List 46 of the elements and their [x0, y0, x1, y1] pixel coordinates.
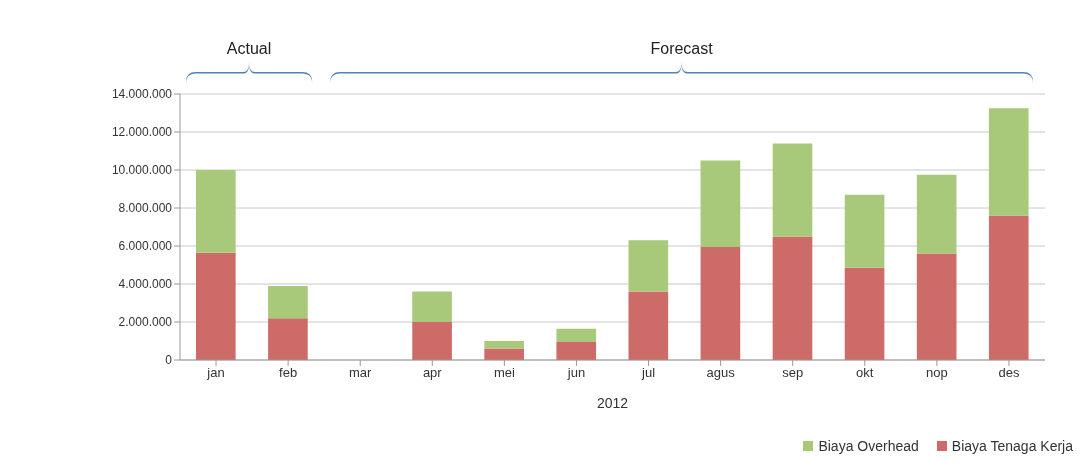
legend-label: Biaya Overhead: [817, 438, 919, 454]
x-tick-label: okt: [856, 365, 874, 381]
bar: [772, 143, 813, 237]
y-tick-label: 0: [165, 353, 173, 368]
bar: [844, 267, 885, 360]
y-tick-label: 10.000.000: [111, 163, 173, 178]
x-tick-label: jan: [206, 365, 225, 381]
x-tick-label: mar: [349, 365, 373, 381]
x-tick-label: jul: [641, 365, 656, 381]
bar: [556, 341, 597, 360]
x-tick-label: mei: [493, 365, 515, 381]
x-tick-label: apr: [422, 365, 443, 381]
y-tick-label: 6.000.000: [118, 239, 173, 254]
bar: [916, 253, 957, 360]
bar: [268, 318, 308, 360]
bar: [988, 108, 1029, 216]
x-tick-label: sep: [782, 365, 804, 381]
bar: [700, 246, 741, 360]
bar: [196, 252, 236, 360]
bar: [916, 174, 957, 254]
bar: [988, 215, 1029, 360]
bar: [412, 322, 452, 360]
bar: [556, 328, 597, 342]
y-tick-label: 8.000.000: [118, 201, 173, 216]
text: Actual: [226, 40, 272, 57]
y-tick-label: 12.000.000: [111, 125, 173, 140]
x-axis-title: 2012: [596, 395, 629, 411]
text: Forecast: [650, 40, 714, 57]
bar: [196, 170, 236, 253]
y-tick-label: 14.000.000: [111, 87, 173, 102]
bar: [628, 240, 669, 292]
x-tick-label: jun: [566, 365, 586, 381]
bar: [844, 194, 885, 268]
bar: [268, 285, 308, 319]
y-tick-label: 4.000.000: [118, 277, 173, 292]
x-tick-label: agus: [706, 365, 736, 381]
bar: [484, 341, 524, 349]
bar: [628, 291, 669, 360]
legend-label: Biaya Tenaga Kerja: [950, 438, 1073, 454]
bar: [700, 160, 741, 247]
bar: [412, 291, 452, 322]
x-tick-label: des: [998, 365, 1020, 381]
x-tick-label: feb: [279, 365, 298, 381]
x-tick-label: nop: [926, 365, 948, 381]
y-tick-label: 2.000.000: [118, 315, 173, 330]
bar: [772, 236, 813, 360]
